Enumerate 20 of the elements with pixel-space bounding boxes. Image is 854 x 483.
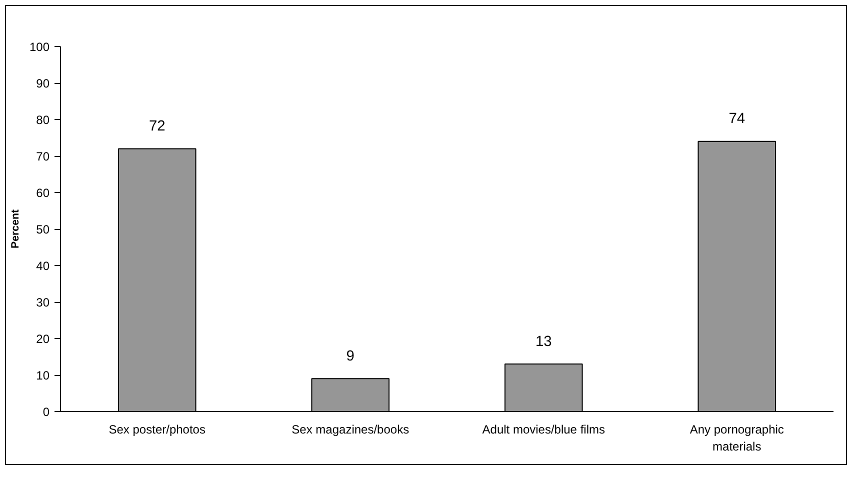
y-tick-label: 20 [36,332,50,346]
y-tick-label: 0 [42,405,50,419]
y-tick-label: 100 [29,40,50,54]
y-tick-label: 30 [36,296,50,310]
data-label: 9 [346,348,354,364]
y-axis-title: Percent [9,209,22,249]
y-tick-label: 70 [36,150,50,164]
y-tick-label: 90 [36,76,50,90]
y-tick-label: 10 [36,368,50,382]
y-tick-label: 80 [36,113,50,127]
y-tick-label: 50 [36,222,50,236]
x-tick-label: Adult movies/blue films [482,422,605,436]
y-tick-label: 60 [36,186,50,200]
x-tick-label: Sex poster/photos [108,422,206,436]
y-tick-label: 40 [36,259,50,273]
data-label: 13 [535,334,552,350]
x-tick-label: Any pornographic materials [690,422,784,454]
data-label: 72 [148,118,166,134]
x-tick-label: Sex magazines/books [292,422,410,436]
data-label: 74 [728,111,746,128]
